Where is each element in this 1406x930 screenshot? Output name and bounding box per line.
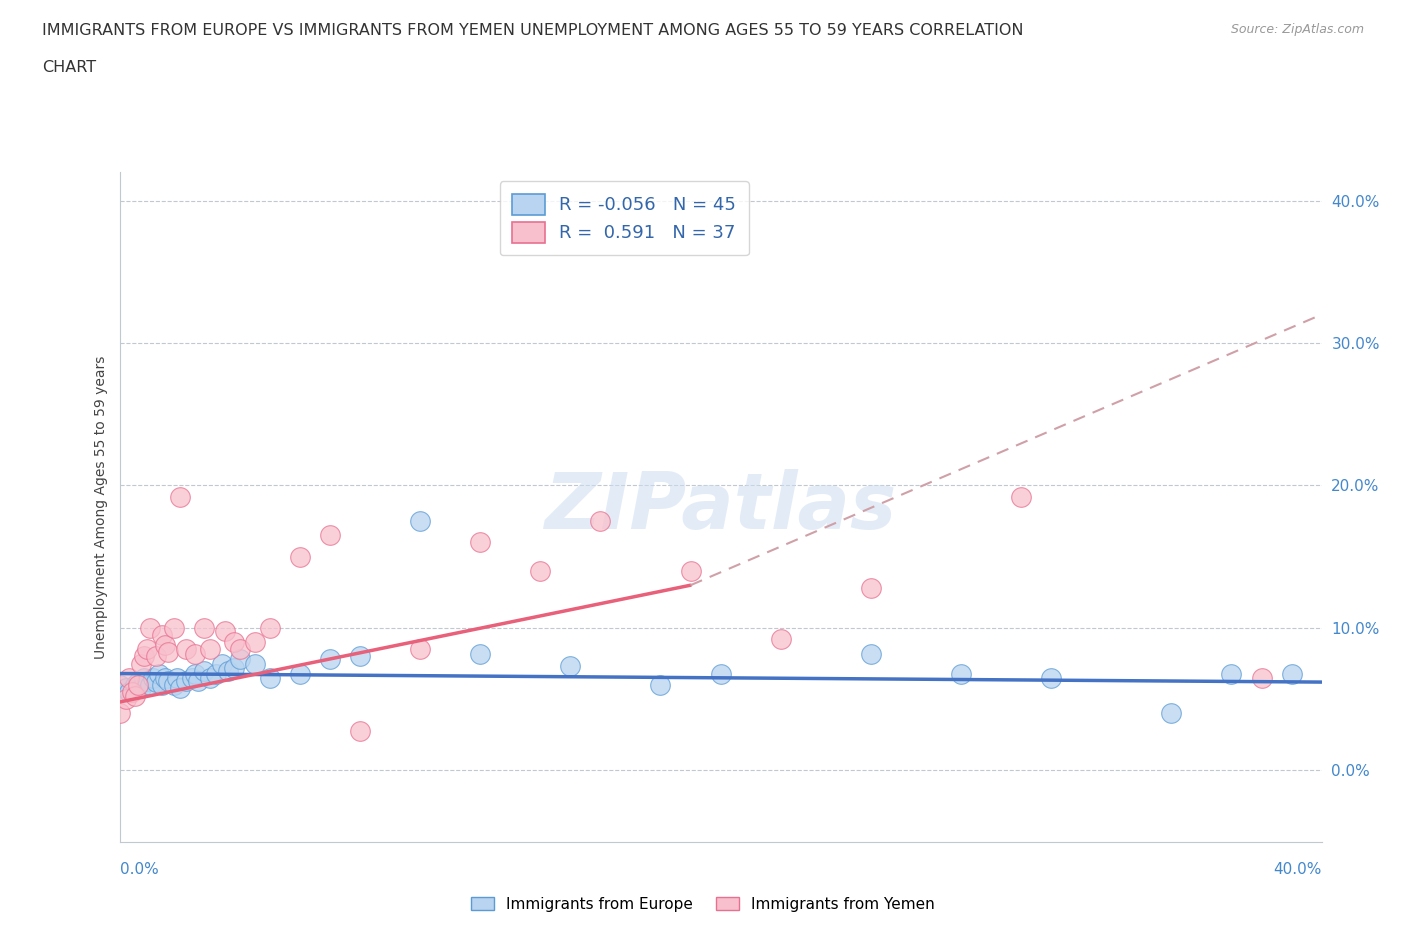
Text: IMMIGRANTS FROM EUROPE VS IMMIGRANTS FROM YEMEN UNEMPLOYMENT AMONG AGES 55 TO 59: IMMIGRANTS FROM EUROPE VS IMMIGRANTS FRO… [42,23,1024,38]
Point [129,657,152,671]
Point [138,620,160,635]
Point [148,666,170,681]
Point [153,671,176,685]
Point [117,684,139,699]
Point [132,671,155,685]
Point [1010,489,1032,504]
Point [468,535,492,550]
Point [560,659,582,674]
Point [222,635,245,650]
Point [1160,706,1182,721]
Point [1220,666,1243,681]
Point [589,513,612,528]
Point [174,642,197,657]
Point [124,677,146,692]
Point [166,671,188,685]
Point [259,671,281,685]
Point [1250,671,1272,685]
Y-axis label: Unemployment Among Ages 55 to 59 years: Unemployment Among Ages 55 to 59 years [94,355,108,658]
Point [187,673,209,688]
Point [769,631,792,646]
Point [288,550,311,565]
Point [228,652,252,667]
Point [162,677,184,692]
Point [127,677,149,692]
Point [108,677,131,692]
Point [319,528,342,543]
Point [217,663,239,678]
Point [108,706,131,721]
Point [150,628,173,643]
Point [228,642,252,657]
Point [114,681,136,696]
Point [183,646,205,661]
Point [709,666,731,681]
Point [198,671,221,685]
Point [114,692,136,707]
Point [129,681,152,696]
Point [950,666,973,681]
Point [117,671,139,685]
Point [214,623,236,638]
Point [124,689,146,704]
Point [468,646,492,661]
Text: CHART: CHART [42,60,96,75]
Point [243,657,266,671]
Point [174,673,197,688]
Point [193,663,215,678]
Point [679,564,702,578]
Point [222,660,245,675]
Point [135,642,157,657]
Text: Source: ZipAtlas.com: Source: ZipAtlas.com [1230,23,1364,36]
Point [859,580,882,595]
Point [156,644,179,659]
Point [169,681,191,696]
Point [135,673,157,688]
Point [142,671,165,685]
Text: 40.0%: 40.0% [1274,862,1322,877]
Point [145,674,167,689]
Point [198,642,221,657]
Text: 0.0%: 0.0% [120,862,159,877]
Point [156,673,179,688]
Point [150,677,173,692]
Point [409,513,432,528]
Point [145,649,167,664]
Point [349,649,371,664]
Point [127,674,149,689]
Point [1040,671,1063,685]
Point [211,657,233,671]
Point [132,649,155,664]
Point [204,666,226,681]
Point [153,638,176,653]
Point [180,671,202,685]
Point [529,564,551,578]
Point [243,635,266,650]
Point [319,652,342,667]
Point [650,677,672,692]
Legend: R = -0.056   N = 45, R =  0.591   N = 37: R = -0.056 N = 45, R = 0.591 N = 37 [501,181,749,256]
Point [169,489,191,504]
Point [121,684,143,699]
Point [183,666,205,681]
Legend: Immigrants from Europe, Immigrants from Yemen: Immigrants from Europe, Immigrants from … [465,890,941,918]
Point [259,620,281,635]
Point [409,642,432,657]
Point [288,666,311,681]
Text: ZIPatlas: ZIPatlas [544,469,897,545]
Point [193,620,215,635]
Point [162,620,184,635]
Point [1281,666,1303,681]
Point [138,677,160,692]
Point [859,646,882,661]
Point [349,724,371,738]
